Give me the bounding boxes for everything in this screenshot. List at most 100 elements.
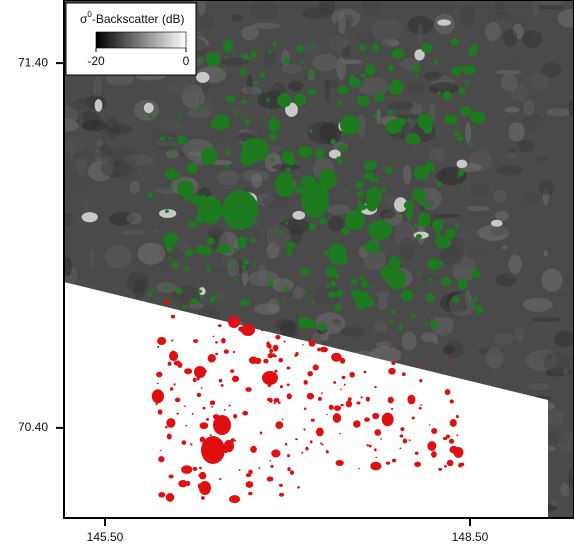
texture xyxy=(526,504,557,512)
texture xyxy=(535,5,565,9)
green-lake xyxy=(271,158,274,161)
green-lake xyxy=(169,236,175,241)
texture xyxy=(284,503,294,517)
red-lake xyxy=(157,346,159,348)
green-lake xyxy=(226,150,231,155)
green-lake xyxy=(336,156,341,161)
texture xyxy=(272,500,286,523)
texture xyxy=(443,346,455,354)
texture xyxy=(436,406,448,421)
red-lake xyxy=(326,450,329,453)
red-lake xyxy=(158,409,163,414)
red-lake xyxy=(250,446,257,453)
green-lake xyxy=(418,272,420,274)
texture xyxy=(292,487,320,493)
red-lake xyxy=(349,372,354,378)
colorbar xyxy=(96,32,186,48)
green-lake xyxy=(184,266,189,271)
green-lake xyxy=(460,106,472,116)
texture xyxy=(296,478,328,490)
green-lake xyxy=(461,188,463,190)
texture xyxy=(522,30,542,48)
red-lake xyxy=(302,344,304,345)
red-lake xyxy=(388,368,396,375)
green-lake xyxy=(428,278,432,281)
texture xyxy=(64,435,90,457)
red-lake xyxy=(211,406,213,408)
green-lake xyxy=(250,51,256,58)
texture xyxy=(507,148,518,153)
red-lake xyxy=(199,472,206,480)
texture xyxy=(195,493,222,499)
green-lake xyxy=(471,71,473,73)
green-lake xyxy=(259,73,265,77)
texture xyxy=(122,230,146,235)
green-lake xyxy=(349,78,361,87)
green-lake xyxy=(374,93,384,103)
green-lake xyxy=(373,114,377,118)
green-lake xyxy=(299,280,301,281)
texture xyxy=(90,250,94,268)
green-lake xyxy=(343,247,346,251)
texture xyxy=(491,226,509,236)
red-lake xyxy=(233,351,235,353)
red-lake xyxy=(295,352,299,356)
red-lake xyxy=(268,384,272,387)
legend-title: σ0-Backscatter (dB) xyxy=(80,10,185,26)
texture xyxy=(427,378,450,389)
red-lake xyxy=(318,397,322,401)
red-lake xyxy=(181,465,192,474)
texture xyxy=(517,140,535,152)
texture xyxy=(352,412,363,417)
texture xyxy=(459,6,476,26)
red-lake xyxy=(409,439,411,441)
texture xyxy=(89,285,98,302)
red-lake xyxy=(279,484,283,487)
red-lake xyxy=(429,424,431,425)
green-lake xyxy=(204,158,211,165)
green-lake xyxy=(319,169,337,189)
green-lake xyxy=(408,118,411,122)
green-lake xyxy=(295,186,305,194)
red-lake xyxy=(171,315,175,319)
green-lake xyxy=(269,133,277,140)
red-lake xyxy=(258,467,260,469)
red-lake xyxy=(208,354,216,363)
green-lake xyxy=(372,44,379,52)
red-lake xyxy=(447,460,454,467)
red-lake xyxy=(372,413,379,419)
green-lake xyxy=(301,61,304,65)
x-tick-label: 148.50 xyxy=(452,530,489,544)
texture xyxy=(537,156,547,163)
red-lake xyxy=(358,468,360,470)
green-lake xyxy=(223,40,234,53)
red-lake xyxy=(313,364,319,370)
red-lake xyxy=(213,336,215,338)
red-lake xyxy=(184,368,192,374)
red-lake xyxy=(374,429,381,436)
texture xyxy=(285,337,303,352)
texture xyxy=(234,360,242,365)
red-lake xyxy=(193,467,198,471)
texture xyxy=(502,245,508,249)
red-lake xyxy=(199,467,202,469)
green-lake xyxy=(334,303,341,311)
green-lake xyxy=(307,89,316,95)
green-lake xyxy=(165,210,169,213)
green-lake xyxy=(389,256,401,269)
green-lake xyxy=(237,236,247,248)
green-lake xyxy=(177,115,180,118)
texture xyxy=(281,64,302,73)
red-lake xyxy=(391,346,393,348)
green-lake xyxy=(426,323,429,325)
texture xyxy=(144,446,173,455)
texture xyxy=(487,489,492,493)
texture xyxy=(312,54,338,72)
green-lake xyxy=(267,51,271,54)
red-lake xyxy=(232,376,239,382)
texture xyxy=(470,184,489,194)
red-lake xyxy=(167,434,172,440)
green-lake xyxy=(176,174,181,179)
green-lake xyxy=(418,213,431,227)
red-lake xyxy=(320,443,322,445)
